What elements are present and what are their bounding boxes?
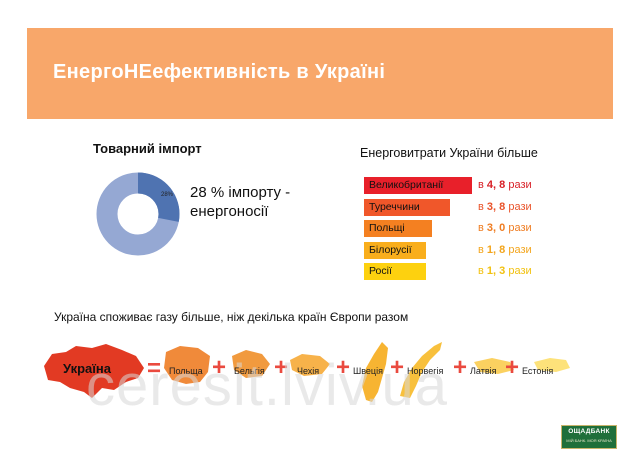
energy-bar [364,198,450,216]
czech-map-shape [290,354,330,376]
logo-slogan: МІЙ БАНК. МОЯ КРАЇНА [566,438,612,443]
sweden-map-shape [362,342,388,402]
energy-value: в 4, 8 рази [478,179,532,191]
plus-sign: + [505,354,520,381]
energy-country: Білорусії [369,243,412,256]
poland-map-shape [164,346,210,384]
country-label-estonia: Естонія [522,366,554,376]
slide-title: ЕнергоНЕефективність в Україні [53,61,386,83]
logo-name: ОЩАДБАНК [568,428,610,435]
energy-title: Енерговитрати України більше [360,146,538,160]
import-description: 28 % імпорту - енергоносії [190,183,290,221]
import-text-line2: енергоносії [190,203,269,220]
gas-title: Україна споживає газу більше, ніж декіль… [54,310,409,324]
country-label-czech: Чехія [297,366,320,376]
country-label-sweden: Швеція [353,366,383,376]
energy-bar [364,220,432,237]
country-maps-strip [44,342,570,402]
watermark: ceresit.lviv.ua [86,353,449,418]
import-donut-chart [96,172,180,256]
plus-sign: + [274,354,289,381]
energy-bar [364,177,472,194]
oschadbank-logo: ОЩАДБАНК МІЙ БАНК. МОЯ КРАЇНА [561,425,617,449]
energy-value: в 3, 0 рази [478,222,532,234]
norway-map-shape [400,342,442,398]
energy-value: в 1, 3 рази [478,265,532,277]
country-label-latvia: Латвія [470,366,497,376]
plus-sign: + [453,354,468,381]
import-title: Товарний імпорт [93,141,202,156]
latvia-map-shape [474,358,514,374]
equals-sign: = [147,355,162,382]
ukraine-label: Україна [63,361,112,376]
country-label-belgium: Бельгія [234,366,265,376]
energy-country: Великобританії [369,179,444,191]
plus-sign: + [336,354,351,381]
energy-value: в 3, 8 рази [478,200,532,213]
energy-country: Туреччини [369,200,420,213]
slide-header: ЕнергоНЕефективність в Україні [27,28,613,119]
plus-sign: + [390,354,405,381]
estonia-map-shape [534,358,570,372]
country-label-norway: Норвегія [407,366,444,376]
energy-country: Росії [369,265,392,277]
belgium-map-shape [232,350,270,378]
donut-percent-label: 28% [161,192,174,198]
donut-share-segment [96,172,180,256]
energy-country: Польщі [369,222,405,234]
energy-bar [364,241,426,259]
energy-bar [364,263,426,280]
plus-sign: + [212,354,227,381]
import-text-line1: 28 % імпорту - [190,184,291,201]
energy-value: в 1, 8 рази [478,243,532,256]
country-label-poland: Польща [169,366,203,376]
ukraine-map-shape [44,344,144,398]
